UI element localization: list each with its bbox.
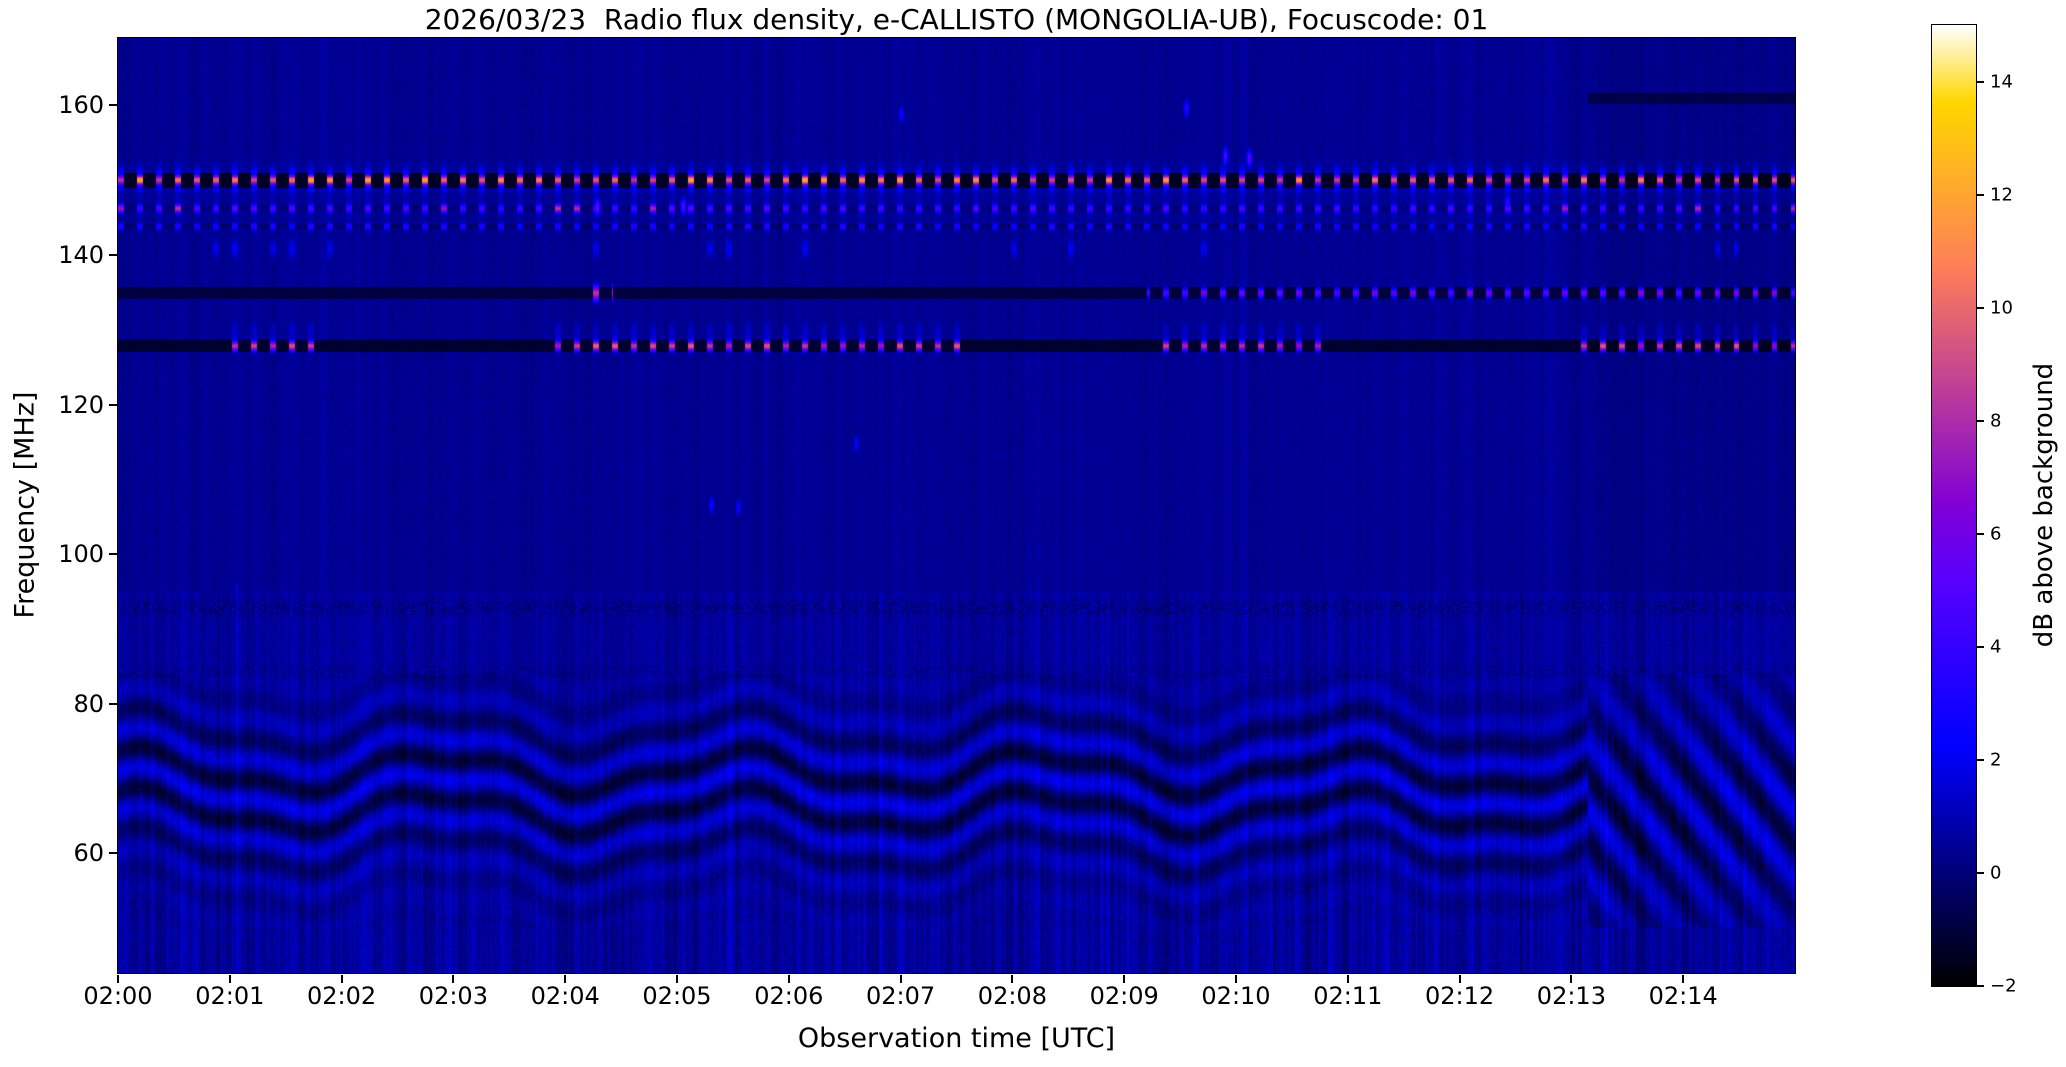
y-tick-label: 80 bbox=[73, 689, 104, 718]
colorbar-tick-mark bbox=[1977, 871, 1984, 874]
y-tick-label: 140 bbox=[58, 240, 104, 269]
y-tick-label: 120 bbox=[58, 390, 104, 419]
x-tick-mark bbox=[340, 975, 343, 983]
x-tick-mark bbox=[1458, 975, 1461, 983]
x-tick-mark bbox=[1682, 975, 1685, 983]
x-tick-mark bbox=[899, 975, 902, 983]
x-axis-label: Observation time [UTC] bbox=[797, 1023, 1116, 1054]
x-tick-mark bbox=[1346, 975, 1349, 983]
x-tick-label: 02:10 bbox=[1201, 982, 1271, 1010]
colorbar-tick-label: 6 bbox=[1990, 523, 2002, 545]
colorbar-tick-mark bbox=[1977, 306, 1984, 309]
spectrogram-heatmap bbox=[118, 38, 1795, 973]
y-tick-label: 160 bbox=[58, 91, 104, 120]
x-tick-label: 02:13 bbox=[1536, 982, 1606, 1010]
x-tick-label: 02:05 bbox=[642, 982, 712, 1010]
x-tick-mark bbox=[787, 975, 790, 983]
chart-title: 2026/03/23 Radio flux density, e-CALLIST… bbox=[424, 3, 1489, 36]
x-tick-mark bbox=[1011, 975, 1014, 983]
colorbar-tick-mark bbox=[1977, 80, 1984, 83]
x-tick-label: 02:06 bbox=[754, 982, 824, 1010]
colorbar-tick-mark bbox=[1977, 645, 1984, 648]
colorbar-tick-mark bbox=[1977, 758, 1984, 761]
colorbar-tick-mark bbox=[1977, 419, 1984, 422]
x-tick-mark bbox=[676, 975, 678, 983]
colorbar bbox=[1931, 24, 1977, 987]
colorbar-tick-mark bbox=[1977, 532, 1984, 535]
y-tick-mark bbox=[109, 104, 117, 107]
y-tick-label: 100 bbox=[58, 540, 104, 569]
x-tick-mark bbox=[452, 975, 455, 983]
colorbar-tick-mark bbox=[1977, 985, 1984, 987]
x-tick-label: 02:04 bbox=[530, 982, 600, 1010]
colorbar-tick-label: 2 bbox=[1990, 749, 2002, 771]
x-tick-label: 02:08 bbox=[977, 982, 1047, 1010]
y-axis-label: Frequency [MHz] bbox=[9, 391, 41, 619]
x-tick-label: 02:07 bbox=[866, 982, 936, 1010]
x-tick-label: 02:12 bbox=[1425, 982, 1495, 1010]
x-tick-label: 02:14 bbox=[1648, 982, 1718, 1010]
x-tick-mark bbox=[564, 975, 567, 983]
y-tick-label: 60 bbox=[73, 839, 104, 868]
y-tick-mark bbox=[109, 403, 117, 406]
colorbar-tick-mark bbox=[1977, 193, 1984, 196]
x-tick-mark bbox=[1235, 975, 1237, 983]
colorbar-label: dB above background bbox=[2029, 362, 2059, 648]
y-tick-mark bbox=[109, 852, 117, 855]
x-tick-mark bbox=[1123, 975, 1126, 983]
colorbar-tick-label: −2 bbox=[1990, 975, 2017, 997]
colorbar-tick-label: 12 bbox=[1990, 184, 2013, 206]
colorbar-gradient bbox=[1932, 25, 1976, 986]
colorbar-tick-label: 14 bbox=[1990, 71, 2013, 93]
plot-area bbox=[117, 37, 1796, 974]
x-tick-label: 02:01 bbox=[195, 982, 265, 1010]
colorbar-tick-label: 10 bbox=[1990, 297, 2013, 319]
x-tick-label: 02:02 bbox=[307, 982, 377, 1010]
y-tick-mark bbox=[109, 702, 117, 705]
x-tick-mark bbox=[1570, 975, 1573, 983]
x-tick-label: 02:09 bbox=[1089, 982, 1159, 1010]
x-tick-label: 02:00 bbox=[83, 982, 153, 1010]
x-tick-mark bbox=[228, 975, 231, 983]
y-tick-mark bbox=[109, 253, 117, 256]
colorbar-tick-label: 0 bbox=[1990, 862, 2002, 884]
colorbar-tick-label: 4 bbox=[1990, 636, 2002, 658]
x-tick-label: 02:11 bbox=[1313, 982, 1383, 1010]
x-tick-mark bbox=[117, 975, 119, 983]
colorbar-tick-label: 8 bbox=[1990, 410, 2002, 432]
y-tick-mark bbox=[109, 553, 117, 556]
x-tick-label: 02:03 bbox=[418, 982, 488, 1010]
